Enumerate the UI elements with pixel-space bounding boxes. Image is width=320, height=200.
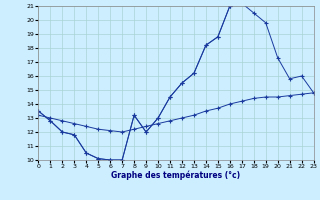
X-axis label: Graphe des températures (°c): Graphe des températures (°c)	[111, 171, 241, 180]
